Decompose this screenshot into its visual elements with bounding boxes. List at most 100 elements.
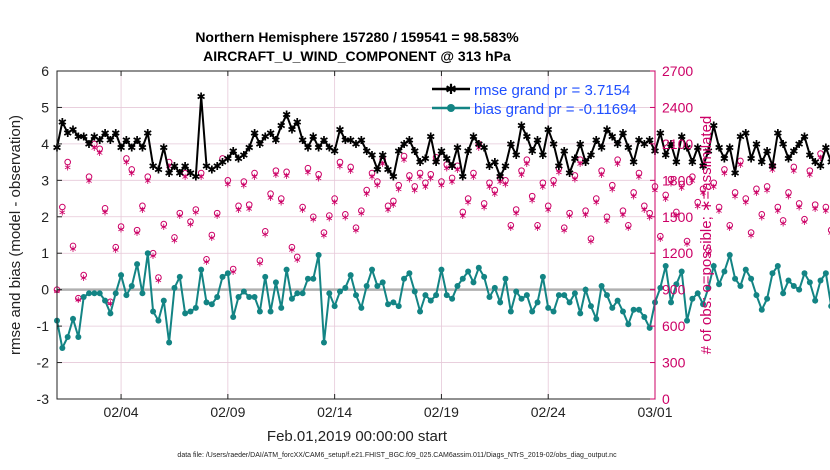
rmse-point: ✱ bbox=[757, 157, 766, 169]
obs-possible-point bbox=[144, 173, 152, 180]
obs-assimilated-point: ∗ bbox=[389, 200, 397, 211]
rmse-point: ✱ bbox=[682, 143, 691, 155]
obs-assimilated-point: ∗ bbox=[672, 211, 680, 222]
obs-assimilated-point: ∗ bbox=[517, 170, 525, 181]
bias-point bbox=[753, 292, 760, 299]
obs-assimilated-point: ∗ bbox=[742, 198, 750, 209]
bias-point bbox=[304, 275, 311, 282]
bias-point bbox=[812, 297, 819, 304]
obs-possible-point bbox=[187, 218, 194, 225]
rmse-point: ✱ bbox=[362, 146, 371, 158]
obs-assimilated-point: ∗ bbox=[678, 183, 686, 194]
obs-possible-point bbox=[443, 161, 451, 168]
obs-assimilated-point: ∗ bbox=[202, 257, 210, 268]
obs-possible-point bbox=[587, 235, 595, 242]
obs-possible-point bbox=[293, 253, 301, 261]
rmse-line bbox=[56, 96, 830, 180]
rmse-point: ✱ bbox=[485, 161, 494, 173]
series-lines: ✱✱✱✱✱✱✱✱✱✱✱✱✱✱✱✱✱✱✱✱✱✱✱✱✱✱✱✱✱✱✱✱✱✱✱✱✱✱✱✱… bbox=[52, 92, 830, 352]
obs-possible-point bbox=[827, 227, 830, 234]
rmse-point: ✱ bbox=[127, 143, 136, 155]
obs-assimilated-point: ∗ bbox=[90, 143, 98, 154]
y-tick-label-left: 4 bbox=[41, 136, 49, 152]
obs-possible-point bbox=[753, 185, 760, 193]
x-tick-label: 02/04 bbox=[104, 404, 139, 420]
obs-possible-point bbox=[699, 185, 707, 193]
obs-possible-point bbox=[747, 229, 755, 236]
rmse-point: ✱ bbox=[752, 139, 761, 151]
rmse-point: ✱ bbox=[613, 139, 622, 151]
obs-assimilated-point: ∗ bbox=[816, 153, 824, 164]
rmse-point: ✱ bbox=[714, 143, 723, 155]
obs-assimilated-point: ∗ bbox=[736, 160, 744, 171]
obs-assimilated-point: ∗ bbox=[667, 178, 675, 189]
rmse-point: ✱ bbox=[698, 161, 707, 173]
obs-possible-point bbox=[641, 202, 648, 210]
obs-assimilated-point: ∗ bbox=[731, 192, 739, 203]
rmse-point: ✱ bbox=[538, 150, 547, 162]
obs-assimilated-point: ∗ bbox=[250, 172, 258, 183]
rmse-point: ✱ bbox=[303, 143, 312, 155]
obs-assimilated-point: ∗ bbox=[288, 245, 296, 256]
y-tick-label-left: 3 bbox=[41, 172, 49, 188]
rmse-point: ✱ bbox=[181, 161, 190, 173]
bias-point bbox=[278, 304, 285, 311]
rmse-point: ✱ bbox=[63, 128, 72, 140]
bias-point bbox=[433, 292, 440, 299]
bias-point bbox=[150, 308, 157, 315]
rmse-point: ✱ bbox=[597, 143, 606, 155]
bias-point bbox=[518, 295, 525, 302]
rmse-point: ✱ bbox=[95, 135, 104, 147]
obs-assimilated-point: ∗ bbox=[491, 189, 499, 200]
rmse-point: ✱ bbox=[79, 132, 88, 144]
obs-assimilated-point: ∗ bbox=[293, 255, 301, 266]
obs-assimilated-point: ∗ bbox=[314, 173, 322, 184]
bias-point bbox=[379, 279, 386, 286]
rmse-point: ✱ bbox=[229, 146, 238, 158]
rmse-point: ✱ bbox=[197, 92, 206, 104]
obs-assimilated-point: ∗ bbox=[160, 222, 168, 233]
bias-point bbox=[470, 279, 477, 286]
obs-possible-point bbox=[523, 156, 531, 163]
obs-possible-point bbox=[133, 226, 141, 234]
bias-point bbox=[417, 308, 424, 315]
bias-point bbox=[155, 317, 162, 324]
bias-point bbox=[539, 273, 546, 280]
obs-possible-point bbox=[139, 202, 146, 210]
bias-point bbox=[192, 304, 199, 311]
obs-assimilated-point: ∗ bbox=[587, 237, 595, 248]
obs-possible-point bbox=[229, 265, 237, 273]
rmse-point: ✱ bbox=[730, 168, 739, 180]
obs-possible-point bbox=[91, 140, 98, 148]
obs-possible-point bbox=[678, 180, 685, 188]
rmse-point: ✱ bbox=[554, 161, 563, 173]
bias-point bbox=[598, 283, 605, 290]
obs-assimilated-point: ∗ bbox=[811, 204, 819, 215]
obs-possible-point bbox=[822, 203, 830, 211]
bias-point bbox=[75, 334, 82, 341]
rmse-point: ✱ bbox=[282, 110, 291, 122]
obs-assimilated-point: ∗ bbox=[795, 203, 803, 214]
obs-possible-point bbox=[603, 213, 611, 221]
rmse-point: ✱ bbox=[640, 139, 649, 151]
obs-assimilated-point: ∗ bbox=[699, 188, 707, 199]
rmse-point: ✱ bbox=[84, 139, 93, 151]
obs-assimilated-point: ∗ bbox=[613, 159, 621, 170]
obs-possible-point bbox=[80, 271, 87, 279]
bias-point bbox=[529, 308, 536, 315]
obs-possible-point bbox=[625, 221, 632, 229]
legend-rmse-marker: ✱ bbox=[445, 81, 457, 97]
obs-assimilated-point: ∗ bbox=[266, 193, 274, 204]
rmse-point: ✱ bbox=[656, 128, 665, 140]
rmse-point: ✱ bbox=[544, 124, 553, 136]
rmse-point: ✱ bbox=[677, 132, 686, 144]
obs-assimilated-point: ∗ bbox=[58, 207, 66, 218]
obs-possible-point bbox=[726, 221, 734, 229]
data-file-footer: data file: /Users/raeder/DAI/ATM_forcXX/… bbox=[177, 452, 617, 459]
bias-point bbox=[630, 306, 637, 313]
obs-assimilated-point: ∗ bbox=[186, 220, 194, 231]
obs-possible-point bbox=[288, 243, 296, 251]
bias-point bbox=[86, 290, 93, 297]
rmse-point: ✱ bbox=[261, 132, 270, 144]
obs-assimilated-point: ∗ bbox=[362, 189, 370, 200]
